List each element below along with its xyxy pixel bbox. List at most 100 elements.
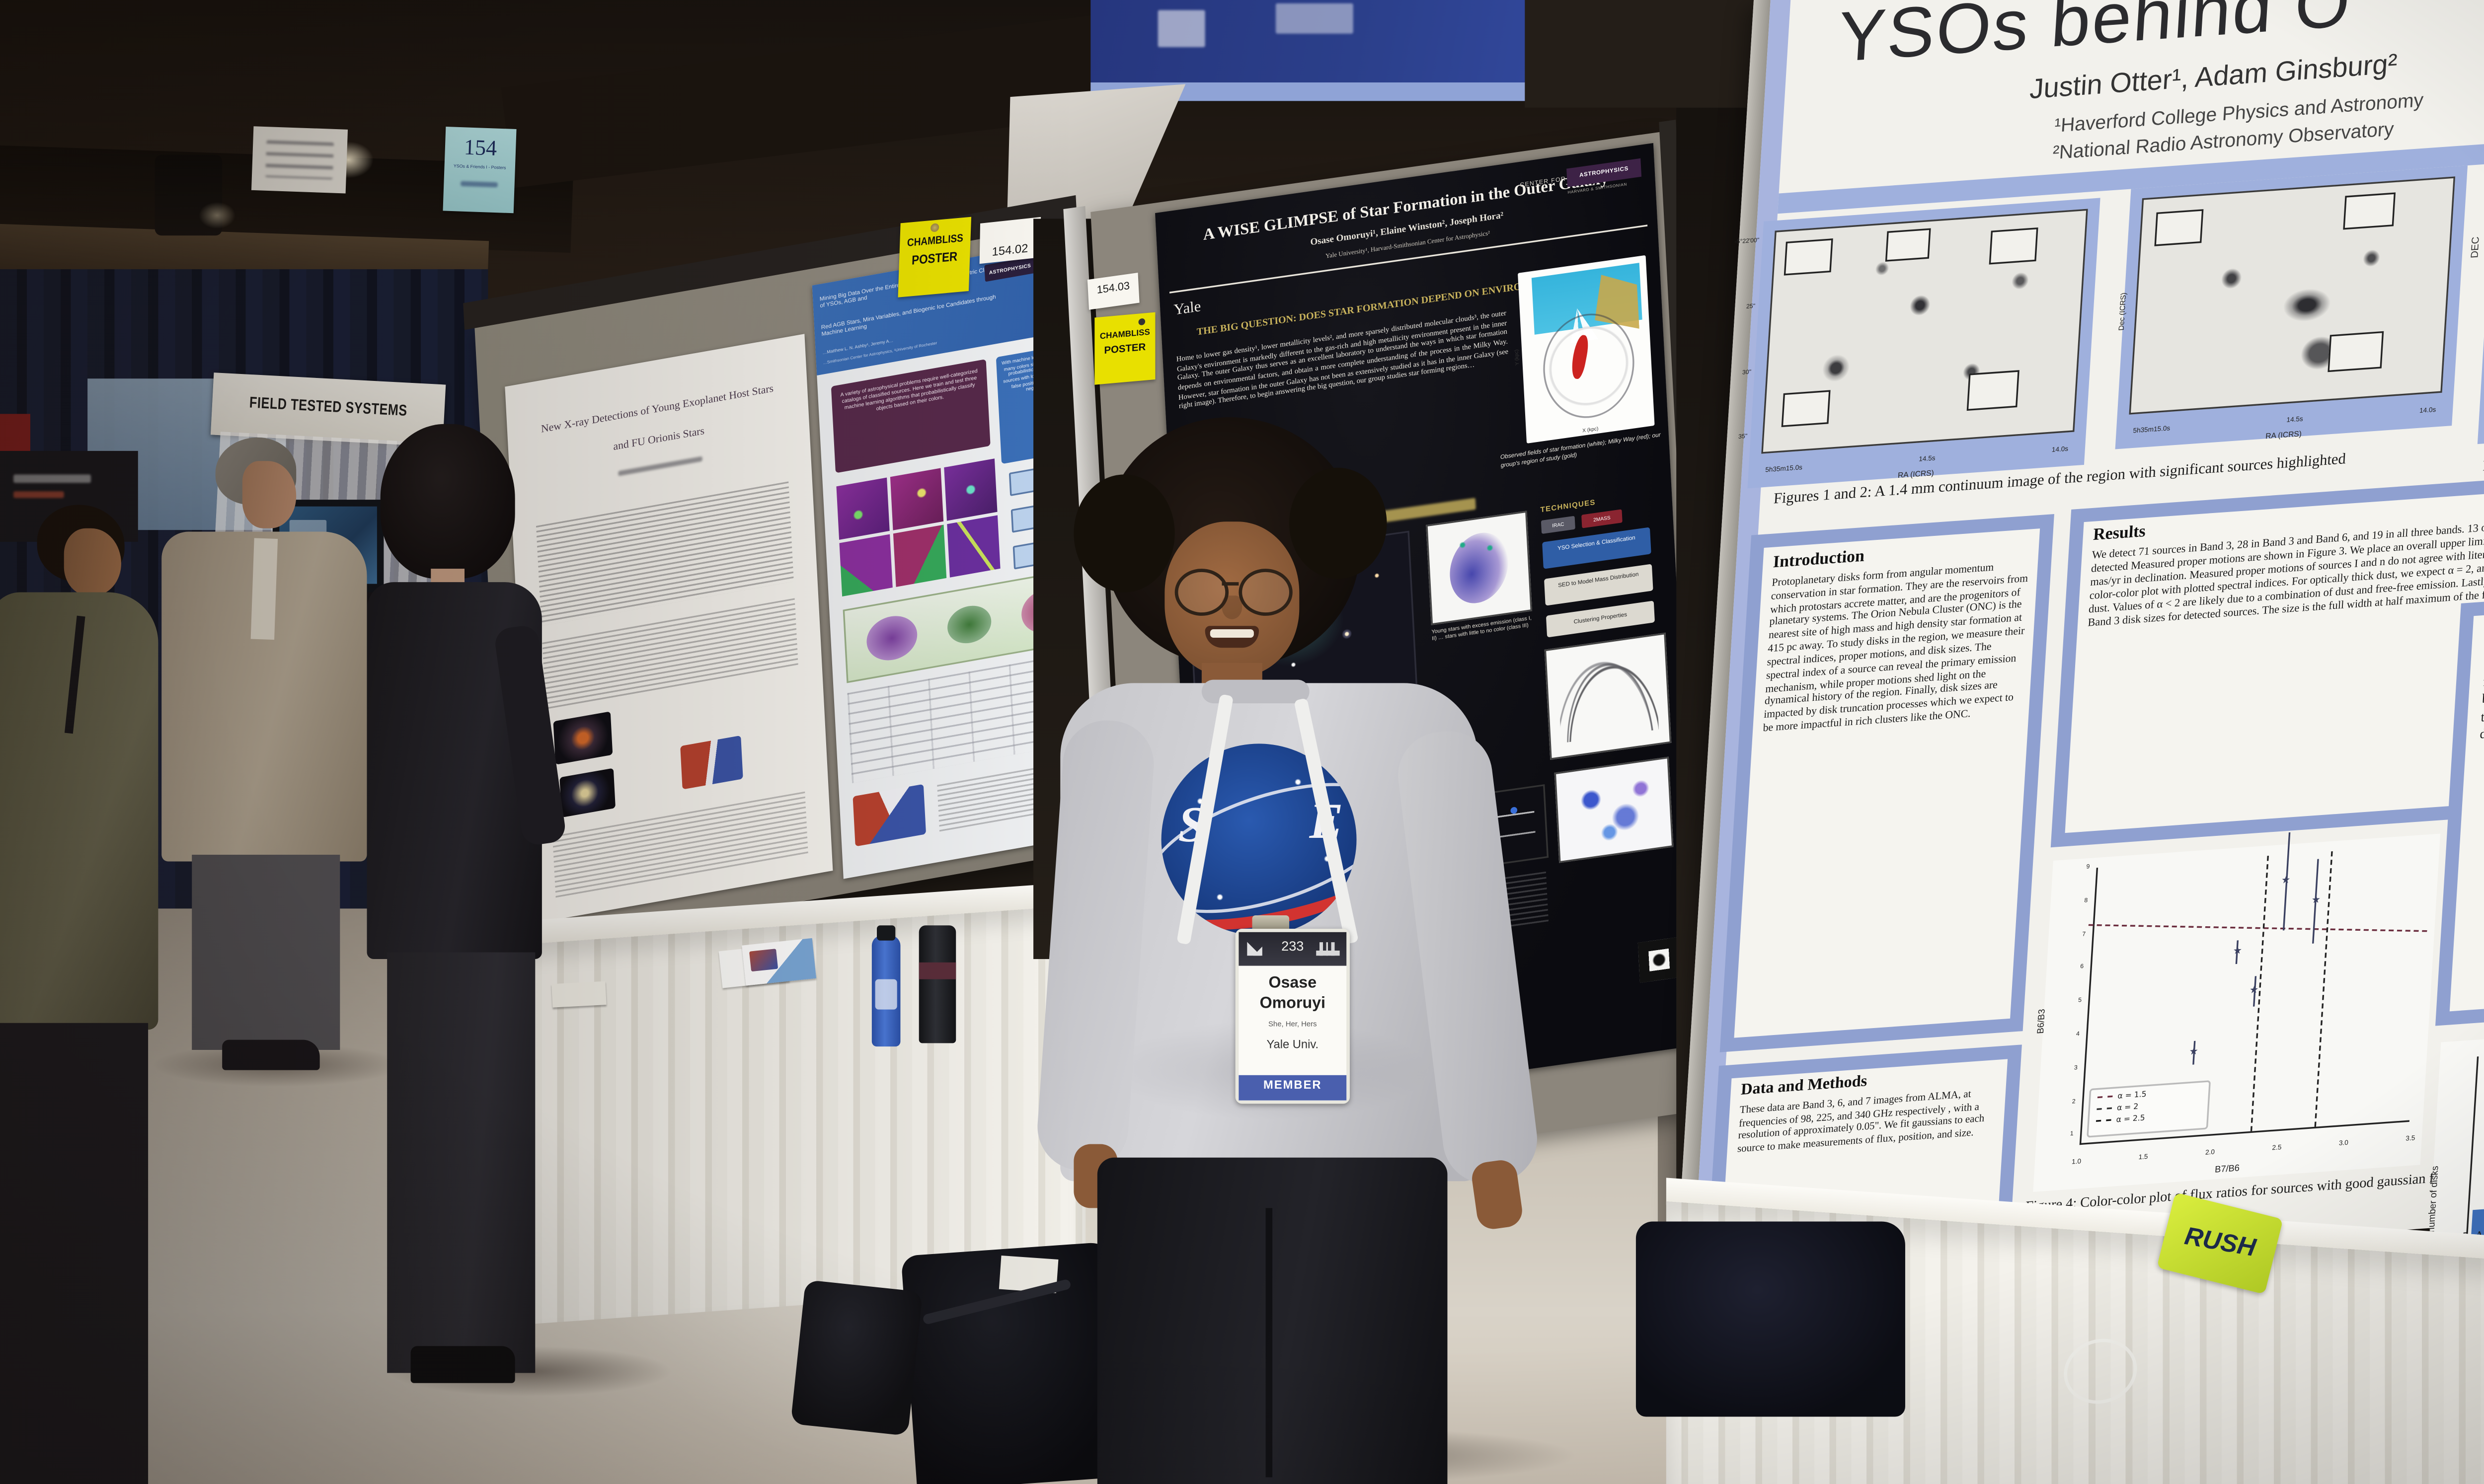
ml-panel [890, 468, 944, 530]
badge-first-name: Osase [1268, 974, 1317, 993]
bob-pants [387, 952, 536, 1373]
push-pin [1138, 318, 1146, 326]
presenter-teeth [1210, 629, 1254, 638]
hanging-banner [1090, 0, 1529, 101]
chambliss-right-line1: CHAMBLISS [1099, 328, 1150, 343]
sweatshirt-collar [1201, 679, 1310, 704]
poster-ml-figure-grid [836, 458, 1001, 596]
badge-member-band: MEMBER [1239, 1075, 1347, 1101]
person-man-left [0, 498, 175, 1484]
cfa-astrophysics-box: ASTROPHYSICS [1566, 158, 1642, 187]
flyer-blue [742, 938, 817, 986]
presenter-hair-puff2 [1289, 467, 1387, 579]
fig3-dec-label: DEC [2471, 236, 2483, 259]
bob-shoes [410, 1346, 515, 1383]
yale-wordmark: Yale [1173, 297, 1202, 318]
figure2-mat: 5h35m15.0s 14.5s 14.0s RA (ICRS) Dec (ICRS… [2115, 165, 2468, 449]
intro-heading: Introduction [1772, 547, 1865, 573]
banner-text-fragment [1158, 10, 1205, 47]
glasses-lens-right [1239, 569, 1293, 616]
ml-panel [947, 515, 1001, 578]
chambliss-left-line2: POSTER [911, 250, 958, 269]
fig2-ylabel: Dec (ICRS) [2117, 292, 2128, 331]
results-box: Results We detect 71 sources in Band 3, … [2065, 484, 2484, 833]
chambliss-note-right: CHAMBLISS POSTER [1094, 312, 1156, 385]
data-point-star: ★ [2188, 1045, 2199, 1059]
fig1-inset [1966, 370, 2019, 411]
mug-band [919, 962, 956, 979]
pants-seam [1265, 1208, 1273, 1478]
travel-mug [919, 925, 956, 1043]
poster-number-left-text: 154.02 [992, 243, 1028, 259]
wall-sign [251, 126, 348, 194]
skyline-icon [1316, 942, 1340, 956]
cfa-logo-small-text: ASTROPHYSICS [989, 262, 1031, 276]
dark-chair-bag [1635, 1221, 1905, 1417]
ceiling-light-glow2 [198, 202, 236, 229]
bottle-cap [877, 925, 896, 941]
badge-affiliation: Yale Univ. [1266, 1039, 1319, 1052]
nasa-style-logo: S E [1161, 743, 1357, 936]
intro-box: Introduction Protoplanetary disks form f… [1734, 528, 2040, 1038]
fig2-inset [2343, 192, 2396, 230]
data-heading: Data and Methods [1740, 1074, 1868, 1100]
cfa-center-for: CENTER FOR [1519, 175, 1566, 189]
presenter-hair-puff [1074, 474, 1175, 593]
badge-member-text: MEMBER [1263, 1080, 1322, 1092]
fig4-legend: α = 1.5 α = 2 α = 2.5 [2087, 1081, 2211, 1138]
greenfig-blob [865, 612, 919, 665]
presenter-nose [1222, 595, 1242, 619]
presenter-pants [1097, 1157, 1448, 1484]
floor-bag-small [790, 1279, 923, 1436]
results-text: We detect 71 sources in Band 3, 28 in Ba… [2087, 515, 2484, 630]
rush-tag-text: RUSH [2182, 1222, 2258, 1263]
ml-panel [836, 477, 890, 540]
fig1-inset [1989, 227, 2038, 265]
greenfig-blob [946, 602, 993, 647]
future-text: Many of the detected... particularly in … [2479, 639, 2484, 742]
fig1-inset [1784, 238, 1833, 276]
man-left-face [64, 528, 121, 596]
fig4-ylabel: B6/B3 [2036, 1008, 2048, 1035]
booth-banner-text: FIELD TESTED SYSTEMS [249, 392, 408, 420]
figure1-mat: 5h35m15.0s 14.5s 14.0s -5°22'00" 25" 30" 35" … [1734, 198, 2100, 489]
data-point-star: ★ [2311, 894, 2321, 907]
fig2-inset [2154, 209, 2204, 246]
poster-number-right-text: 154.03 [1096, 280, 1130, 297]
person-woman-bob [360, 424, 579, 1400]
logo-letter-left: S [1178, 797, 1206, 853]
badge-last-name: Omoruyi [1259, 994, 1325, 1013]
data-point-star: ★ [2249, 983, 2259, 996]
results-heading: Results [2093, 522, 2146, 545]
blazer-man-face [242, 461, 297, 528]
blazer-man-shoes [222, 1039, 320, 1070]
badge-pronouns: She, Her, Hers [1268, 1019, 1317, 1028]
badge-meeting-number: 233 [1281, 939, 1304, 954]
figure2-image [2129, 176, 2456, 415]
intro-box-mat: Introduction Protoplanetary disks form f… [1719, 514, 2054, 1052]
map-ylabel: Y (kpc) [1513, 349, 1521, 366]
bottle-label [875, 979, 897, 1010]
wall-sign-lines [265, 140, 334, 180]
aas-logo-icon [1247, 940, 1262, 956]
results-box-mat: Results We detect 71 sources in Band 3, … [2050, 469, 2484, 848]
badge-top-band: 233 [1239, 932, 1347, 966]
push-pin [930, 223, 939, 232]
intro-text: Protoplanetary disks form from angular m… [1762, 562, 2028, 735]
blazer-man-shirt [250, 538, 278, 640]
person-man-blazer [148, 434, 384, 1090]
glasses-icon [1174, 569, 1293, 616]
poster-ml-abstract-text: A variety of astrophysical problems requ… [840, 367, 978, 412]
flyer-graphic [749, 949, 778, 972]
presenter-smile [1205, 626, 1259, 648]
milkyway-map: X (kpc) Y (kpc) [1513, 255, 1655, 444]
session-sign: 154 YSOs & Friends I - Posters [443, 127, 517, 214]
water-bottle [871, 925, 901, 1047]
fig1-inset [1885, 228, 1931, 262]
poster-yso: YSOs behind O Justin Otter¹, Adam Ginsbu… [1672, 0, 2484, 1380]
data-point-star: ★ [2281, 875, 2291, 888]
logo-letter-right: E [1309, 794, 1343, 850]
